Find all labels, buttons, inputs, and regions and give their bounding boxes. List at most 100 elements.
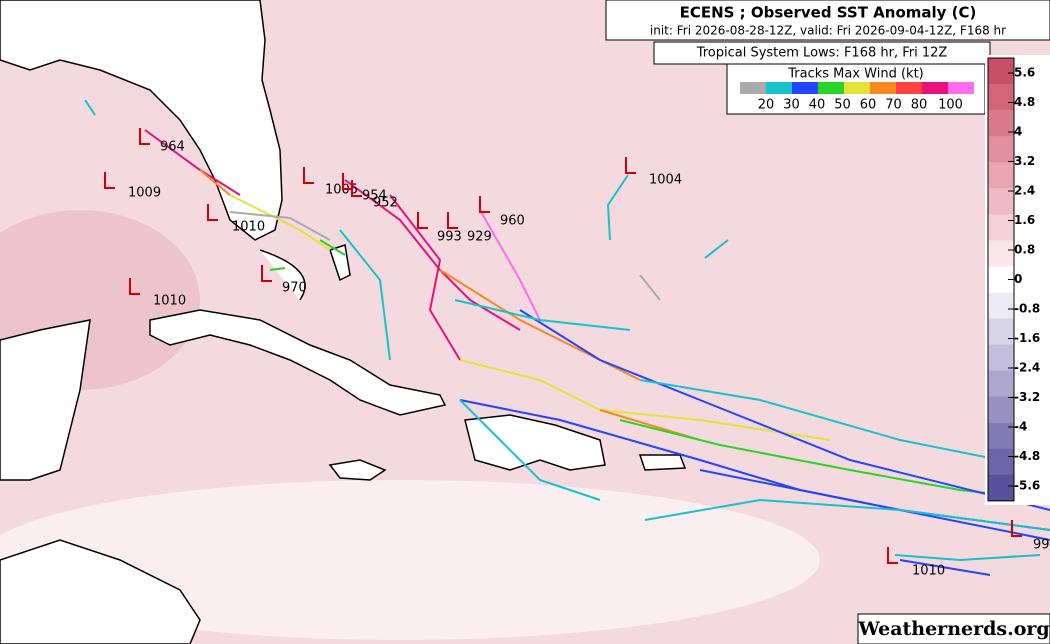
keys <box>259 249 306 301</box>
cuba <box>149 309 447 416</box>
track <box>229 211 331 241</box>
wind-tick-label: 20 <box>758 98 775 113</box>
title: ECENS ; Observed SST Anomaly (C) <box>680 4 977 22</box>
colorbar-segment <box>988 474 1014 502</box>
low-pressure: 1010 <box>153 294 186 309</box>
land <box>0 0 687 644</box>
colorbar-tick-label: 2.4 <box>1014 184 1035 198</box>
low-symbol <box>625 157 636 174</box>
bahamas <box>329 244 351 282</box>
tracks <box>84 99 1050 576</box>
track <box>454 299 631 331</box>
wind-color <box>766 82 792 94</box>
low-pressure: 999 <box>1033 538 1050 553</box>
florida <box>0 0 283 241</box>
wind-tick-label: 70 <box>885 98 902 113</box>
track <box>439 269 641 381</box>
colorbar: 5.6 4.8 4 3.2 2.4 1.6 0.8 0 -0.8 -1.6 -2.4 -3.2 -4 -4… <box>987 57 1040 502</box>
track <box>899 559 991 576</box>
wind-color <box>740 82 766 94</box>
colorbar-tick-label: -2.4 <box>1014 361 1040 375</box>
low-pressure: 964 <box>160 140 185 155</box>
low-symbol <box>303 167 314 184</box>
track <box>229 194 331 251</box>
colorbar-tick-label: 5.6 <box>1014 66 1035 80</box>
central-america <box>0 539 201 644</box>
anomaly-mild <box>0 480 820 640</box>
colorbar-segment <box>988 162 1014 189</box>
colorbar-segment <box>988 136 1014 163</box>
watermark: Weathernerds.org <box>857 618 1049 640</box>
track <box>894 554 1041 562</box>
low-pressure: 1004 <box>649 173 682 188</box>
track <box>84 99 96 116</box>
colorbar-segment <box>988 188 1014 215</box>
colorbar-segment <box>988 448 1014 476</box>
colorbar-tick-label: 4.8 <box>1014 95 1035 109</box>
track <box>699 469 1050 541</box>
low-symbol <box>207 204 218 221</box>
track <box>389 194 461 361</box>
subtitle: init: Fri 2026-08-28-12Z, valid: Fri 202… <box>650 24 1006 38</box>
hispaniola <box>464 414 606 471</box>
colorbar-tick-label: 3.2 <box>1014 154 1035 168</box>
colorbar-segment <box>988 84 1014 111</box>
colorbar-segment <box>988 396 1014 424</box>
colorbar-segment <box>988 240 1014 267</box>
legend-title: Tropical System Lows: F168 hr, Fri 12Z <box>696 46 948 61</box>
low-pressure: 970 <box>282 281 307 296</box>
wind-legend-title: Tracks Max Wind (kt) <box>787 67 924 82</box>
wind-tick-label: 80 <box>911 98 928 113</box>
low-symbol <box>479 196 490 213</box>
colorbar-segment <box>988 292 1014 319</box>
colorbar-tick-label: 1.6 <box>1014 213 1035 227</box>
low-pressure: 993 <box>437 230 462 245</box>
low-symbol <box>104 172 115 189</box>
colorbar-segment <box>988 318 1014 346</box>
wind-color <box>844 82 870 94</box>
yucatan <box>0 319 91 481</box>
wind-color <box>948 82 974 94</box>
colorbar-tick-label: -0.8 <box>1014 302 1040 316</box>
colorbar-segment <box>988 344 1014 372</box>
low-pressure: 929 <box>467 230 492 245</box>
low-symbol <box>342 173 353 190</box>
colorbar-tick-label: -3.2 <box>1014 390 1040 404</box>
low-symbol <box>1011 520 1022 537</box>
colorbar-tick-label: 0 <box>1014 272 1022 286</box>
wind-tick-label: 40 <box>809 98 826 113</box>
track <box>519 309 1050 511</box>
colorbar-tick-label: -4.8 <box>1014 449 1040 463</box>
puerto-rico <box>638 454 687 471</box>
wind-tick-label: 100 <box>938 98 963 113</box>
low-pressure: 960 <box>500 214 525 229</box>
track <box>479 209 541 321</box>
low-symbol <box>129 278 140 295</box>
colorbar-segment <box>988 58 1014 85</box>
track <box>269 267 286 271</box>
low-pressure: 1009 <box>128 186 161 201</box>
wind-color <box>896 82 922 94</box>
wind-tick-label: 30 <box>783 98 800 113</box>
low-pressure: 1010 <box>912 564 945 579</box>
colorbar-tick-label: 0.8 <box>1014 243 1035 257</box>
low-pressure: 1010 <box>232 220 265 235</box>
low-symbol <box>261 265 272 282</box>
low-pressure: 952 <box>373 196 398 211</box>
wind-color <box>870 82 896 94</box>
track <box>639 274 661 301</box>
wind-color <box>792 82 818 94</box>
header-box <box>605 0 1050 41</box>
low-symbol <box>351 180 362 197</box>
wind-tick-label: 50 <box>834 98 851 113</box>
colorbar-segment <box>988 110 1014 137</box>
colorbar-tick-label: -1.6 <box>1014 331 1040 345</box>
track <box>339 229 391 361</box>
track <box>704 239 729 259</box>
low-symbol <box>139 128 150 145</box>
low-pressure: 954 <box>362 189 387 204</box>
colorbar-segment <box>988 370 1014 398</box>
colorbar-segment <box>988 214 1014 241</box>
track <box>199 169 231 196</box>
colorbar-tick-label: 4 <box>1014 125 1022 139</box>
